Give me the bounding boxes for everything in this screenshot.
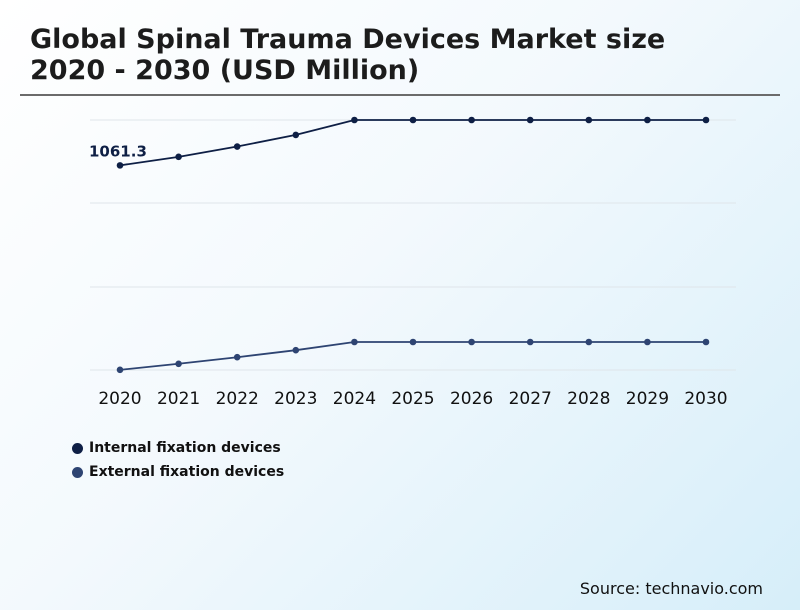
data-point-external-2027	[526, 338, 534, 346]
series-line-internal	[119, 119, 706, 167]
data-point-internal-2022	[233, 143, 241, 150]
x-tick-label-2023: 2023	[274, 389, 317, 409]
chart-title-line-1: Global Spinal Trauma Devices Market size	[30, 24, 666, 55]
data-point-internal-2021	[175, 153, 182, 161]
x-tick-label-2027: 2027	[509, 389, 552, 409]
legend-label-internal: Internal fixation devices	[89, 440, 281, 456]
data-point-external-2030	[702, 338, 710, 346]
x-tick-label-2024: 2024	[333, 389, 376, 409]
data-point-external-2025	[409, 338, 417, 346]
data-point-internal-2029	[644, 116, 651, 124]
x-tick-label-2029: 2029	[626, 389, 669, 409]
data-point-external-2022	[233, 353, 241, 361]
data-point-external-2024	[351, 338, 358, 346]
data-point-internal-2023	[292, 131, 300, 139]
data-label-internal-2020: 1061.3	[89, 142, 147, 160]
x-tick-label-2028: 2028	[567, 389, 610, 409]
data-point-external-2029	[644, 338, 651, 346]
data-point-external-2023	[292, 346, 300, 354]
data-point-external-2020	[116, 366, 124, 374]
data-point-internal-2025	[409, 116, 417, 124]
legend-marker-external	[72, 466, 83, 478]
chart-title-line-2: 2020 - 2030 (USD Million)	[30, 55, 420, 86]
x-tick-label-2020: 2020	[98, 389, 141, 409]
data-point-internal-2028	[585, 116, 593, 124]
data-point-external-2021	[175, 360, 182, 368]
data-point-internal-2027	[526, 116, 534, 124]
legend-label-external: External fixation devices	[89, 464, 285, 480]
title-divider	[20, 94, 780, 96]
data-point-internal-2020	[116, 162, 124, 169]
legend-item-internal: Internal fixation devices	[72, 436, 284, 460]
data-point-external-2028	[585, 338, 593, 346]
x-tick-label-2025: 2025	[391, 389, 434, 409]
x-tick-label-2030: 2030	[684, 389, 727, 409]
x-tick-label-2026: 2026	[450, 389, 493, 409]
source-label: Source: technavio.com	[579, 579, 763, 598]
chart-title: Global Spinal Trauma Devices Market size…	[30, 24, 665, 86]
x-tick-label-2021: 2021	[157, 389, 200, 409]
chart-legend: Internal fixation devices External fixat…	[72, 436, 284, 484]
legend-item-external: External fixation devices	[72, 460, 284, 484]
data-point-internal-2026	[468, 116, 475, 124]
data-point-external-2026	[468, 338, 475, 346]
data-point-internal-2024	[351, 116, 358, 124]
series-line-external	[119, 341, 706, 371]
legend-marker-internal	[72, 442, 83, 454]
data-point-internal-2030	[702, 116, 710, 124]
x-tick-label-2022: 2022	[216, 389, 259, 409]
